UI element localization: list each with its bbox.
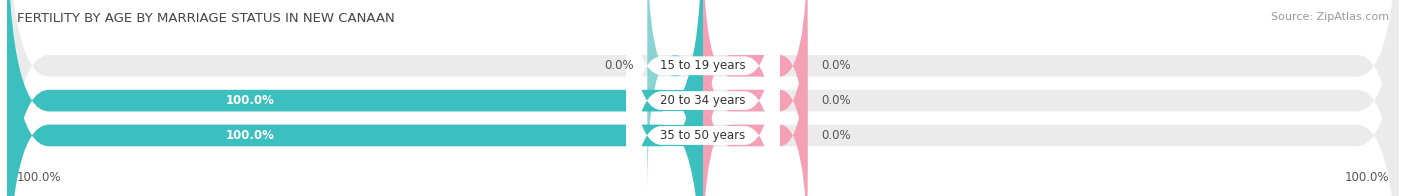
Text: 0.0%: 0.0% <box>603 59 633 72</box>
FancyBboxPatch shape <box>7 0 703 196</box>
FancyBboxPatch shape <box>703 7 807 196</box>
Text: 20 to 34 years: 20 to 34 years <box>661 94 745 107</box>
FancyBboxPatch shape <box>7 0 1399 196</box>
Text: 100.0%: 100.0% <box>17 171 62 184</box>
FancyBboxPatch shape <box>7 0 1399 196</box>
Bar <box>592 125 703 146</box>
FancyBboxPatch shape <box>703 0 807 196</box>
FancyBboxPatch shape <box>627 0 779 196</box>
Text: 35 to 50 years: 35 to 50 years <box>661 129 745 142</box>
Text: 0.0%: 0.0% <box>821 94 851 107</box>
Text: Source: ZipAtlas.com: Source: ZipAtlas.com <box>1271 12 1389 22</box>
Bar <box>592 90 703 111</box>
Text: 0.0%: 0.0% <box>821 59 851 72</box>
Text: 0.0%: 0.0% <box>821 129 851 142</box>
FancyBboxPatch shape <box>627 0 779 196</box>
FancyBboxPatch shape <box>647 0 703 194</box>
FancyBboxPatch shape <box>7 0 1399 196</box>
Text: 15 to 19 years: 15 to 19 years <box>661 59 745 72</box>
Text: FERTILITY BY AGE BY MARRIAGE STATUS IN NEW CANAAN: FERTILITY BY AGE BY MARRIAGE STATUS IN N… <box>17 12 395 25</box>
Text: 100.0%: 100.0% <box>226 94 276 107</box>
FancyBboxPatch shape <box>7 0 703 196</box>
FancyBboxPatch shape <box>703 0 807 194</box>
FancyBboxPatch shape <box>627 0 779 196</box>
Text: 100.0%: 100.0% <box>226 129 276 142</box>
Text: 100.0%: 100.0% <box>1344 171 1389 184</box>
